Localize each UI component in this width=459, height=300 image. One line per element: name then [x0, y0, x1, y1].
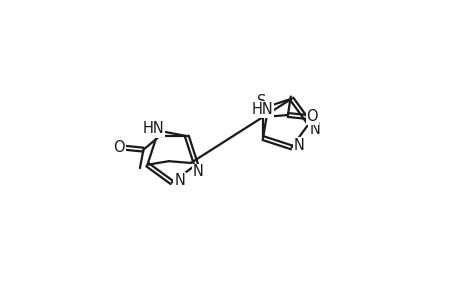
- Text: N: N: [174, 173, 185, 188]
- Text: O: O: [113, 140, 125, 155]
- Text: N: N: [293, 138, 304, 153]
- Text: O: O: [306, 109, 317, 124]
- Text: S: S: [256, 94, 265, 109]
- Text: HN: HN: [251, 102, 273, 117]
- Text: N: N: [192, 164, 203, 179]
- Text: S: S: [150, 123, 159, 138]
- Text: HN: HN: [142, 121, 164, 136]
- Text: N: N: [308, 122, 319, 137]
